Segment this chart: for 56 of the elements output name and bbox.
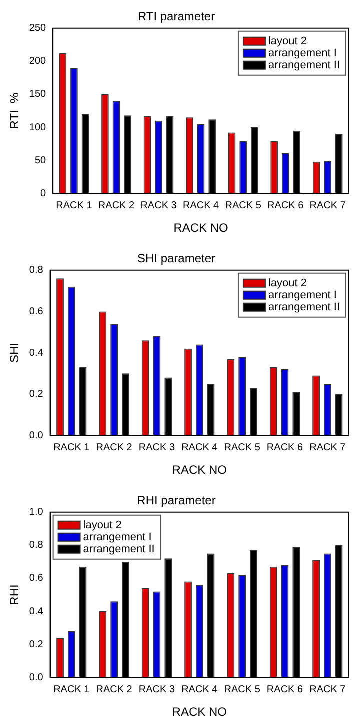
x-tick-label: RACK 6 bbox=[266, 442, 304, 454]
x-axis-title: RACK NO bbox=[172, 705, 227, 720]
y-tick-label: 50 bbox=[34, 155, 47, 166]
y-tick-label: 100 bbox=[29, 122, 47, 134]
x-tick-label: RACK 6 bbox=[268, 200, 304, 212]
x-tick-label: RACK 7 bbox=[310, 684, 346, 696]
y-axis-title: RHI bbox=[8, 584, 22, 606]
y-tick-label: 150 bbox=[29, 89, 47, 100]
x-tick-label: RACK 3 bbox=[138, 684, 176, 696]
x-tick-label: RACK 4 bbox=[182, 684, 218, 696]
y-tick-label: 250 bbox=[29, 23, 47, 34]
chart-title: RHI parameter bbox=[137, 494, 216, 508]
legend-label: arrangement II bbox=[268, 301, 340, 314]
x-tick-label: RACK 4 bbox=[182, 200, 220, 212]
y-tick-label: 0.4 bbox=[29, 606, 44, 618]
x-tick-label: RACK 5 bbox=[224, 442, 261, 454]
y-tick-label: 0.0 bbox=[29, 430, 44, 442]
x-tick-label: RACK 6 bbox=[266, 684, 304, 696]
y-axis-title: SHI bbox=[8, 342, 22, 364]
x-tick-label: RACK 3 bbox=[140, 200, 178, 212]
legend-label: arrangement I bbox=[268, 47, 337, 60]
x-axis-title: RACK NO bbox=[172, 463, 227, 478]
legend-label: layout 2 bbox=[268, 35, 307, 48]
x-tick-label: RACK 2 bbox=[98, 200, 135, 212]
x-tick-label: RACK 7 bbox=[310, 442, 346, 454]
x-tick-label: RACK 2 bbox=[96, 442, 133, 454]
x-tick-label: RACK 4 bbox=[182, 442, 218, 454]
y-tick-label: 0.8 bbox=[29, 540, 44, 552]
x-axis-title: RACK NO bbox=[174, 221, 228, 236]
x-tick-label: RACK 1 bbox=[54, 684, 90, 696]
legend-label: layout 2 bbox=[83, 519, 122, 532]
chart-title: SHI parameter bbox=[137, 252, 216, 266]
y-tick-label: 200 bbox=[29, 56, 47, 68]
legend-label: arrangement II bbox=[83, 543, 155, 556]
legend-label: arrangement I bbox=[83, 531, 152, 544]
x-tick-label: RACK 7 bbox=[310, 200, 346, 212]
y-tick-label: 1.0 bbox=[29, 507, 44, 518]
legend-label: arrangement I bbox=[268, 289, 337, 302]
x-tick-label: RACK 2 bbox=[96, 684, 133, 696]
y-tick-label: 0.2 bbox=[29, 639, 44, 650]
y-tick-label: 0.0 bbox=[29, 672, 44, 684]
x-tick-label: RACK 1 bbox=[54, 442, 90, 454]
chart-title: RTI parameter bbox=[138, 10, 216, 24]
y-tick-label: 0.2 bbox=[29, 389, 44, 400]
x-tick-label: RACK 1 bbox=[56, 200, 93, 212]
y-tick-label: 0.6 bbox=[29, 573, 44, 584]
legend-label: arrangement II bbox=[268, 59, 340, 72]
y-tick-label: 0.8 bbox=[29, 265, 44, 276]
y-tick-label: 0.6 bbox=[29, 306, 44, 318]
y-axis-title: RTI % bbox=[8, 92, 22, 130]
y-tick-label: 0.4 bbox=[29, 348, 44, 359]
x-tick-label: RACK 5 bbox=[225, 200, 262, 212]
x-tick-label: RACK 5 bbox=[224, 684, 261, 696]
x-tick-label: RACK 3 bbox=[138, 442, 176, 454]
legend-label: layout 2 bbox=[268, 277, 307, 290]
y-tick-label: 0 bbox=[40, 188, 47, 200]
